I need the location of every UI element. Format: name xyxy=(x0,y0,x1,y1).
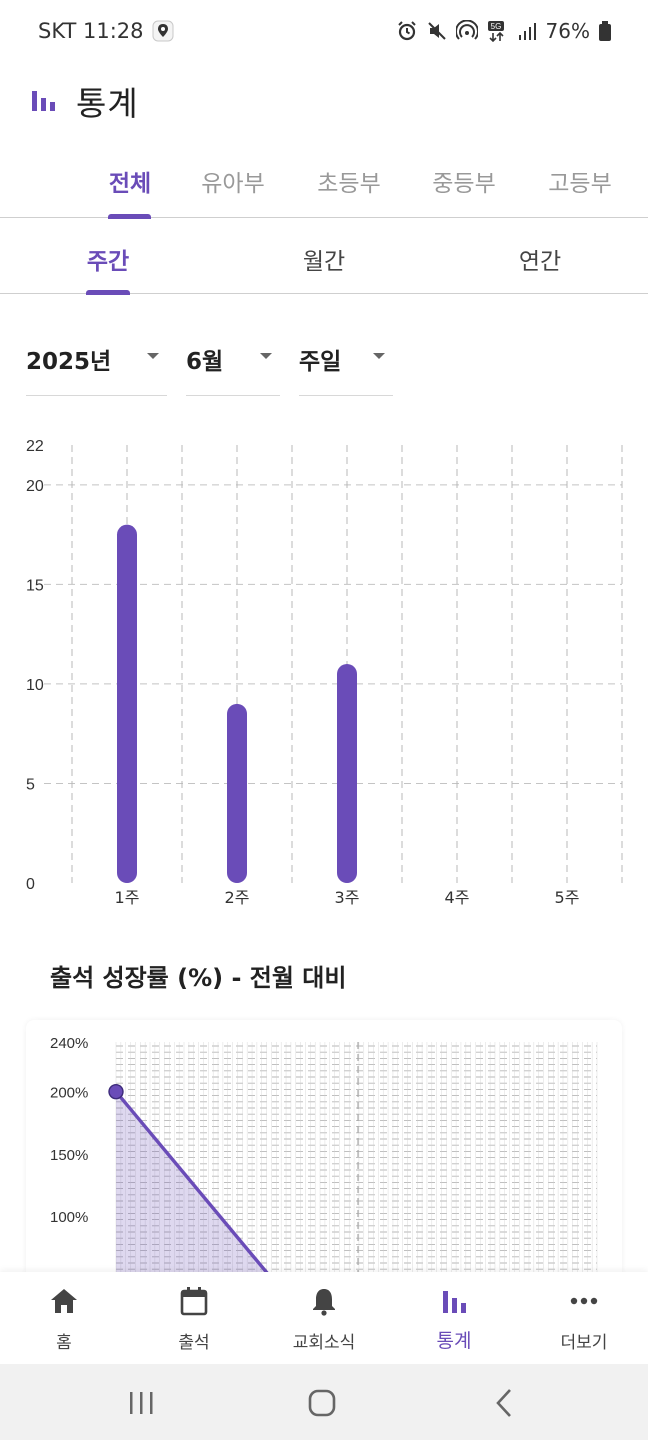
month-value: 6월 xyxy=(186,349,224,375)
carrier-time: SKT 11:28 xyxy=(38,19,144,43)
more-icon xyxy=(569,1286,599,1316)
bell-icon xyxy=(309,1286,339,1316)
series-line xyxy=(114,1090,275,1280)
y-tick-label: 22 xyxy=(26,438,44,455)
recents-button[interactable] xyxy=(120,1386,164,1420)
bar-chart-icon xyxy=(30,85,58,117)
data-point xyxy=(108,1083,124,1100)
tab-weekly[interactable]: 주간 xyxy=(86,249,130,275)
page-title: 통계 xyxy=(76,84,139,123)
nav-label-home: 홈 xyxy=(56,1333,72,1353)
tab-elementary[interactable]: 초등부 xyxy=(317,171,381,197)
status-right: 5G 76% xyxy=(396,19,612,43)
y-tick-label: 200% xyxy=(50,1085,88,1102)
chevron-down-icon xyxy=(373,353,385,359)
bar xyxy=(337,664,357,883)
tab-infant[interactable]: 유아부 xyxy=(201,171,265,197)
home-icon xyxy=(49,1286,79,1316)
chevron-down-icon xyxy=(147,353,159,359)
bar-chart-icon xyxy=(439,1286,469,1316)
period-indicator xyxy=(86,290,130,295)
svg-text:5G: 5G xyxy=(490,22,501,31)
nav-label-attendance: 출석 xyxy=(178,1333,210,1353)
y-tick-label: 240% xyxy=(50,1035,88,1052)
system-navigation-bar xyxy=(0,1364,648,1440)
tab-middle[interactable]: 중등부 xyxy=(432,171,496,197)
y-tick-label: 150% xyxy=(50,1147,88,1164)
status-left: SKT 11:28 xyxy=(38,19,174,43)
nav-label-church-news: 교회소식 xyxy=(292,1333,356,1353)
nav-label-more: 더보기 xyxy=(560,1333,608,1353)
weekly-attendance-chart: 0 5 10 15 20 22 1주 2주 3주 4주 5주 xyxy=(26,438,623,907)
growth-chart-card: 50%100%150%200%240% xyxy=(26,1020,622,1280)
tab-monthly[interactable]: 월간 xyxy=(302,249,346,275)
status-bar: SKT 11:28 5G 76% xyxy=(0,0,648,64)
mute-icon xyxy=(426,20,448,42)
nav-home[interactable]: 홈 xyxy=(4,1272,124,1364)
battery-text: 76% xyxy=(545,19,590,43)
bottom-navigation: 홈 출석 교회소식 통계 더보기 xyxy=(0,1272,648,1364)
back-button[interactable] xyxy=(488,1384,522,1422)
y-tick-label: 5 xyxy=(26,776,35,793)
month-select[interactable]: 6월 xyxy=(186,334,280,396)
year-value: 2025년 xyxy=(26,349,112,375)
area-fill xyxy=(116,1091,273,1280)
tab-high[interactable]: 고등부 xyxy=(548,171,612,197)
y-tick-label: 20 xyxy=(26,478,44,495)
department-tabs: 전체 유아부 초등부 중등부 고등부 xyxy=(0,150,648,219)
app-header: 통계 xyxy=(30,78,139,124)
hotspot-icon xyxy=(454,19,479,42)
tab-all[interactable]: 전체 xyxy=(108,171,152,197)
y-tick-label: 10 xyxy=(26,677,44,694)
x-tick-label: 3주 xyxy=(335,888,360,907)
y-tick-label: 0 xyxy=(26,876,35,893)
period-tabs: 주간 월간 연간 xyxy=(0,218,648,295)
growth-chart-title: 출석 성장률 (%) - 전월 대비 xyxy=(50,964,347,992)
home-button[interactable] xyxy=(302,1384,342,1422)
x-tick-label: 1주 xyxy=(115,888,140,907)
nav-church-news[interactable]: 교회소식 xyxy=(264,1272,384,1364)
tab-yearly[interactable]: 연간 xyxy=(518,249,562,275)
location-pin-icon xyxy=(152,20,174,42)
5g-icon: 5G xyxy=(486,20,508,43)
battery-icon xyxy=(598,20,612,42)
nav-more[interactable]: 더보기 xyxy=(524,1272,644,1364)
bar xyxy=(117,524,137,883)
x-tick-label: 4주 xyxy=(445,888,470,907)
alarm-icon xyxy=(396,20,418,42)
nav-attendance[interactable]: 출석 xyxy=(134,1272,254,1364)
y-tick-label: 15 xyxy=(26,577,44,594)
chevron-down-icon xyxy=(260,353,272,359)
growth-rate-chart: 50%100%150%200%240% xyxy=(50,1035,598,1280)
x-tick-label: 2주 xyxy=(225,888,250,907)
nav-statistics[interactable]: 통계 xyxy=(394,1272,514,1364)
nav-label-statistics: 통계 xyxy=(436,1330,472,1352)
day-value: 주일 xyxy=(299,349,342,375)
x-tick-label: 5주 xyxy=(555,888,580,907)
signal-icon xyxy=(516,20,538,42)
year-select[interactable]: 2025년 xyxy=(26,334,167,396)
bar xyxy=(227,703,247,883)
calendar-icon xyxy=(179,1286,209,1316)
day-select[interactable]: 주일 xyxy=(299,334,393,396)
y-tick-label: 100% xyxy=(50,1209,88,1226)
tab-indicator xyxy=(108,214,151,219)
